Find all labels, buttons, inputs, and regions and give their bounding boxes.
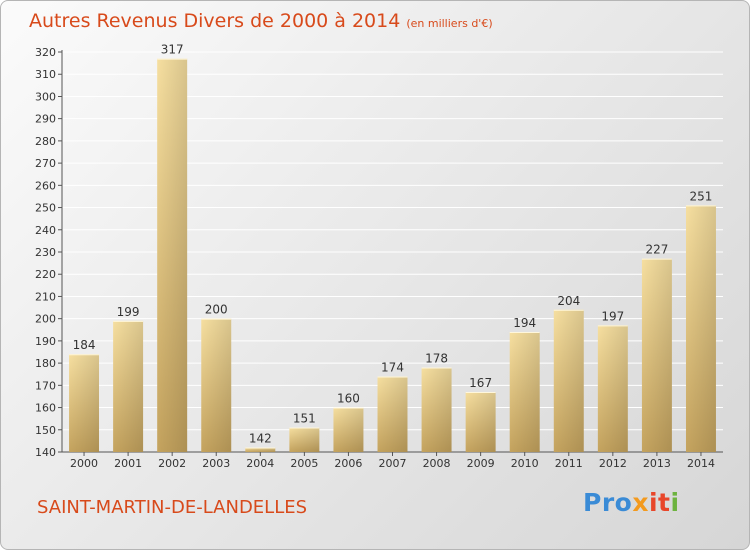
y-tick-label: 230 [35, 246, 56, 259]
data-label: 204 [557, 294, 580, 308]
logo-part: Pro [583, 488, 633, 517]
bar-shade [69, 354, 100, 452]
x-tick-label: 2000 [70, 457, 98, 470]
logo-part: it [648, 488, 671, 517]
y-tick-label: 180 [35, 357, 56, 370]
data-label: 151 [293, 412, 316, 426]
x-tick-label: 2008 [423, 457, 451, 470]
x-tick-label: 2001 [114, 457, 142, 470]
x-tick-label: 2002 [158, 457, 186, 470]
data-label: 251 [690, 189, 713, 203]
bar-shade [245, 447, 276, 452]
y-tick-label: 310 [35, 68, 56, 81]
y-tick-label: 170 [35, 379, 56, 392]
y-tick-label: 240 [35, 224, 56, 237]
bar-shade [157, 58, 188, 453]
x-tick-label: 2012 [599, 457, 627, 470]
bar-shade [465, 392, 496, 452]
chart-title-main: Autres Revenus Divers de 2000 à 2014 [29, 10, 401, 32]
y-tick-label: 140 [35, 446, 56, 459]
data-label: 160 [337, 392, 360, 406]
data-label: 167 [469, 376, 492, 390]
bar-shade [597, 325, 628, 452]
data-label: 178 [425, 352, 448, 366]
data-label: 197 [601, 309, 624, 323]
x-tick-label: 2010 [511, 457, 539, 470]
bar-shade [553, 309, 584, 452]
y-tick-label: 220 [35, 268, 56, 281]
x-tick-label: 2003 [202, 457, 230, 470]
chart-title: Autres Revenus Divers de 2000 à 2014 (en … [29, 10, 493, 32]
x-tick-label: 2007 [379, 457, 407, 470]
x-tick-label: 2011 [555, 457, 583, 470]
bar-shade [421, 367, 452, 452]
x-tick-label: 2006 [334, 457, 362, 470]
y-tick-label: 270 [35, 157, 56, 170]
x-tick-label: 2004 [246, 457, 274, 470]
y-tick-label: 290 [35, 113, 56, 126]
data-label: 174 [381, 360, 404, 374]
x-tick-label: 2013 [643, 457, 671, 470]
bar-shade [201, 318, 232, 452]
bar-shade [509, 332, 540, 452]
x-tick-label: 2005 [290, 457, 318, 470]
y-tick-label: 210 [35, 290, 56, 303]
y-tick-label: 260 [35, 179, 56, 192]
y-tick-label: 280 [35, 135, 56, 148]
bar-shade [333, 407, 364, 452]
data-label: 199 [117, 305, 140, 319]
data-label: 200 [205, 303, 228, 317]
logo-part: i [670, 488, 680, 517]
data-label: 142 [249, 432, 272, 446]
bar-shade [641, 258, 672, 452]
bar-shade [289, 427, 320, 452]
x-tick-label: 2014 [687, 457, 715, 470]
y-tick-label: 300 [35, 90, 56, 103]
bar-shade [685, 205, 716, 452]
data-label: 184 [73, 338, 96, 352]
data-label: 317 [161, 43, 184, 57]
logo-part: x [632, 488, 649, 517]
y-tick-label: 320 [35, 46, 56, 59]
data-label: 227 [645, 243, 668, 257]
chart-title-unit: (en milliers d'€) [406, 17, 493, 30]
y-tick-label: 250 [35, 202, 56, 215]
proxiti-logo: Proxiti [583, 488, 680, 517]
bar-shade [113, 320, 144, 452]
bar-shade [377, 376, 408, 452]
y-tick-label: 150 [35, 424, 56, 437]
data-label: 194 [513, 316, 536, 330]
commune-name: SAINT-MARTIN-DE-LANDELLES [37, 497, 308, 518]
x-tick-label: 2009 [467, 457, 495, 470]
y-tick-label: 190 [35, 335, 56, 348]
y-tick-label: 160 [35, 402, 56, 415]
y-tick-label: 200 [35, 313, 56, 326]
